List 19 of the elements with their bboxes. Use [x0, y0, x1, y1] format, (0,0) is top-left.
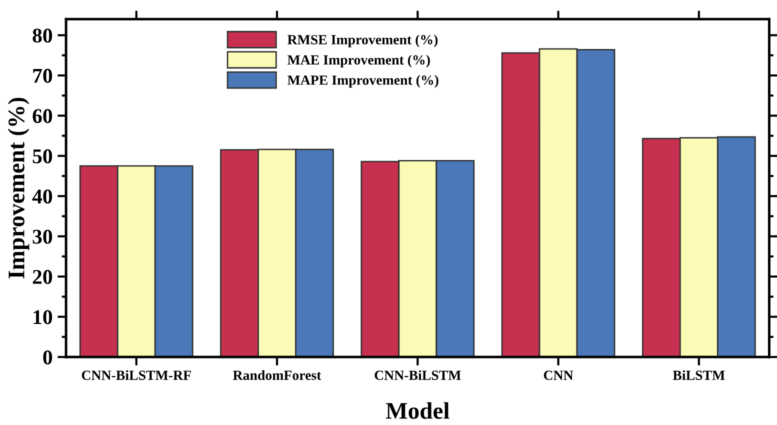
x-tick-label: RandomForest — [232, 370, 322, 380]
legend-label: MAPE Improvement (%) — [287, 75, 438, 88]
y-tick-label: 20 — [32, 270, 52, 284]
x-tick-label: CNN — [544, 370, 574, 380]
legend-label: RMSE Improvement (%) — [287, 34, 438, 48]
y-tick-label: 0 — [43, 350, 52, 364]
x-tick-label: CNN-BiLSTM — [374, 370, 461, 380]
y-tick-label: 50 — [32, 149, 52, 164]
x-tick-label: BiLSTM — [672, 370, 725, 380]
x-tick-label: CNN-BiLSTM-RF — [82, 370, 191, 380]
y-tick-label: 70 — [33, 68, 52, 83]
y-tick-label: 80 — [32, 28, 52, 43]
y-tick-label: 40 — [32, 189, 52, 204]
x-axis-title: Model — [386, 402, 450, 419]
y-axis-title: Improvement (%) — [8, 98, 30, 279]
y-tick-label: 30 — [32, 230, 52, 244]
y-tick-label: 10 — [34, 310, 52, 324]
legend-label: MAE Improvement (%) — [287, 54, 430, 68]
y-tick-label: 60 — [32, 109, 52, 124]
